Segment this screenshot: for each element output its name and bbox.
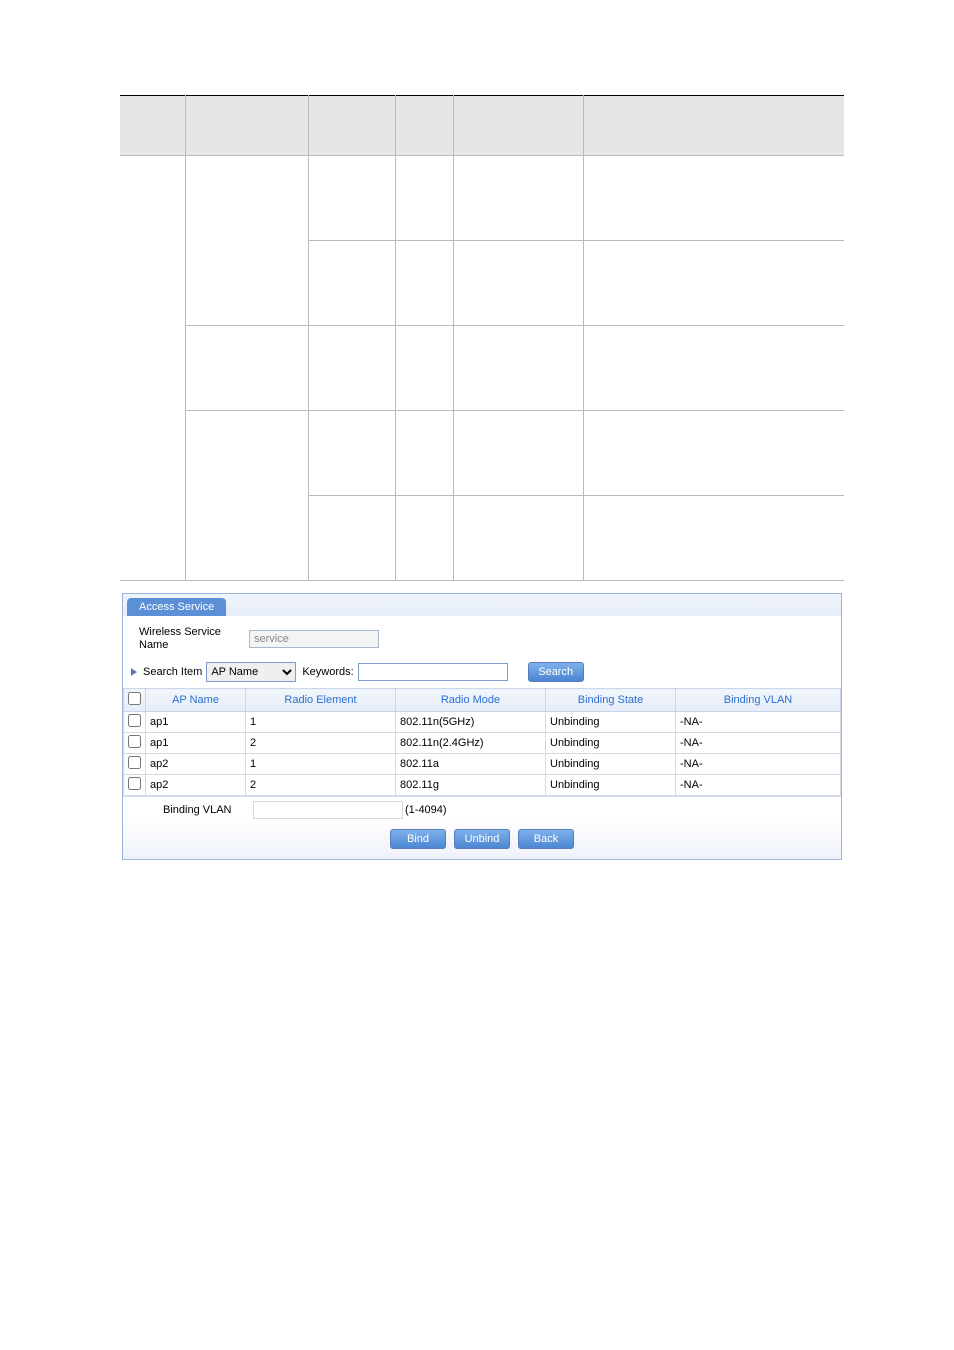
cell-binding-vlan: -NA- xyxy=(676,775,841,796)
cell-radio-mode: 802.11n(2.4GHz) xyxy=(396,733,546,754)
search-item-select[interactable]: AP Name xyxy=(206,662,296,682)
grid-th-radio-mode: Radio Mode xyxy=(396,689,546,712)
bind-button[interactable]: Bind xyxy=(390,829,446,849)
select-all-checkbox[interactable] xyxy=(128,692,141,705)
search-row: Search Item AP Name Keywords: Search xyxy=(123,658,841,688)
cell-binding-state: Unbinding xyxy=(546,775,676,796)
grid-th-radio-element: Radio Element xyxy=(246,689,396,712)
cell-radio-element: 1 xyxy=(246,754,396,775)
wireless-service-label: Wireless Service Name xyxy=(139,626,249,652)
cell-apname: ap2 xyxy=(146,754,246,775)
cell-apname: ap1 xyxy=(146,733,246,754)
binding-vlan-label: Binding VLAN xyxy=(133,804,253,816)
cell-apname: ap2 xyxy=(146,775,246,796)
cell-radio-mode: 802.11n(5GHz) xyxy=(396,712,546,733)
cell-apname: ap1 xyxy=(146,712,246,733)
grid-th-binding-state: Binding State xyxy=(546,689,676,712)
cell-radio-mode: 802.11a xyxy=(396,754,546,775)
info-th-1 xyxy=(120,96,185,156)
cell-radio-element: 1 xyxy=(246,712,396,733)
row-checkbox[interactable] xyxy=(128,756,141,769)
row-checkbox[interactable] xyxy=(128,714,141,727)
cell-radio-element: 2 xyxy=(246,733,396,754)
table-row: ap1 1 802.11n(5GHz) Unbinding -NA- xyxy=(124,712,841,733)
info-table xyxy=(120,95,844,581)
table-row: ap2 2 802.11g Unbinding -NA- xyxy=(124,775,841,796)
row-checkbox[interactable] xyxy=(128,735,141,748)
grid-th-binding-vlan: Binding VLAN xyxy=(676,689,841,712)
info-th-6 xyxy=(583,96,844,156)
grid-th-checkbox xyxy=(124,689,146,712)
cell-binding-state: Unbinding xyxy=(546,754,676,775)
grid-th-apname: AP Name xyxy=(146,689,246,712)
cell-binding-state: Unbinding xyxy=(546,712,676,733)
search-item-label: Search Item xyxy=(143,666,202,678)
cell-binding-vlan: -NA- xyxy=(676,733,841,754)
unbind-button[interactable]: Unbind xyxy=(454,829,510,849)
cell-binding-vlan: -NA- xyxy=(676,754,841,775)
cell-radio-mode: 802.11g xyxy=(396,775,546,796)
back-button[interactable]: Back xyxy=(518,829,574,849)
cell-radio-element: 2 xyxy=(246,775,396,796)
keywords-input[interactable] xyxy=(358,663,508,681)
button-row: Bind Unbind Back xyxy=(123,823,841,859)
info-th-2 xyxy=(185,96,308,156)
wireless-service-input[interactable] xyxy=(249,630,379,648)
search-button[interactable]: Search xyxy=(528,662,584,682)
binding-vlan-row: Binding VLAN (1-4094) xyxy=(123,796,841,823)
info-th-5 xyxy=(453,96,583,156)
binding-vlan-range: (1-4094) xyxy=(405,804,447,816)
row-checkbox[interactable] xyxy=(128,777,141,790)
info-th-4 xyxy=(395,96,453,156)
cell-binding-vlan: -NA- xyxy=(676,712,841,733)
tab-access-service[interactable]: Access Service xyxy=(127,598,226,616)
info-th-3 xyxy=(308,96,395,156)
tab-bar: Access Service xyxy=(123,594,841,616)
table-row: ap1 2 802.11n(2.4GHz) Unbinding -NA- xyxy=(124,733,841,754)
ap-grid: AP Name Radio Element Radio Mode Binding… xyxy=(123,688,841,796)
access-service-panel: Access Service Wireless Service Name Sea… xyxy=(122,593,842,860)
keywords-label: Keywords: xyxy=(302,666,353,678)
table-row: ap2 1 802.11a Unbinding -NA- xyxy=(124,754,841,775)
triangle-icon xyxy=(131,668,137,676)
binding-vlan-input[interactable] xyxy=(253,801,403,819)
wireless-service-row: Wireless Service Name xyxy=(123,616,841,658)
cell-binding-state: Unbinding xyxy=(546,733,676,754)
